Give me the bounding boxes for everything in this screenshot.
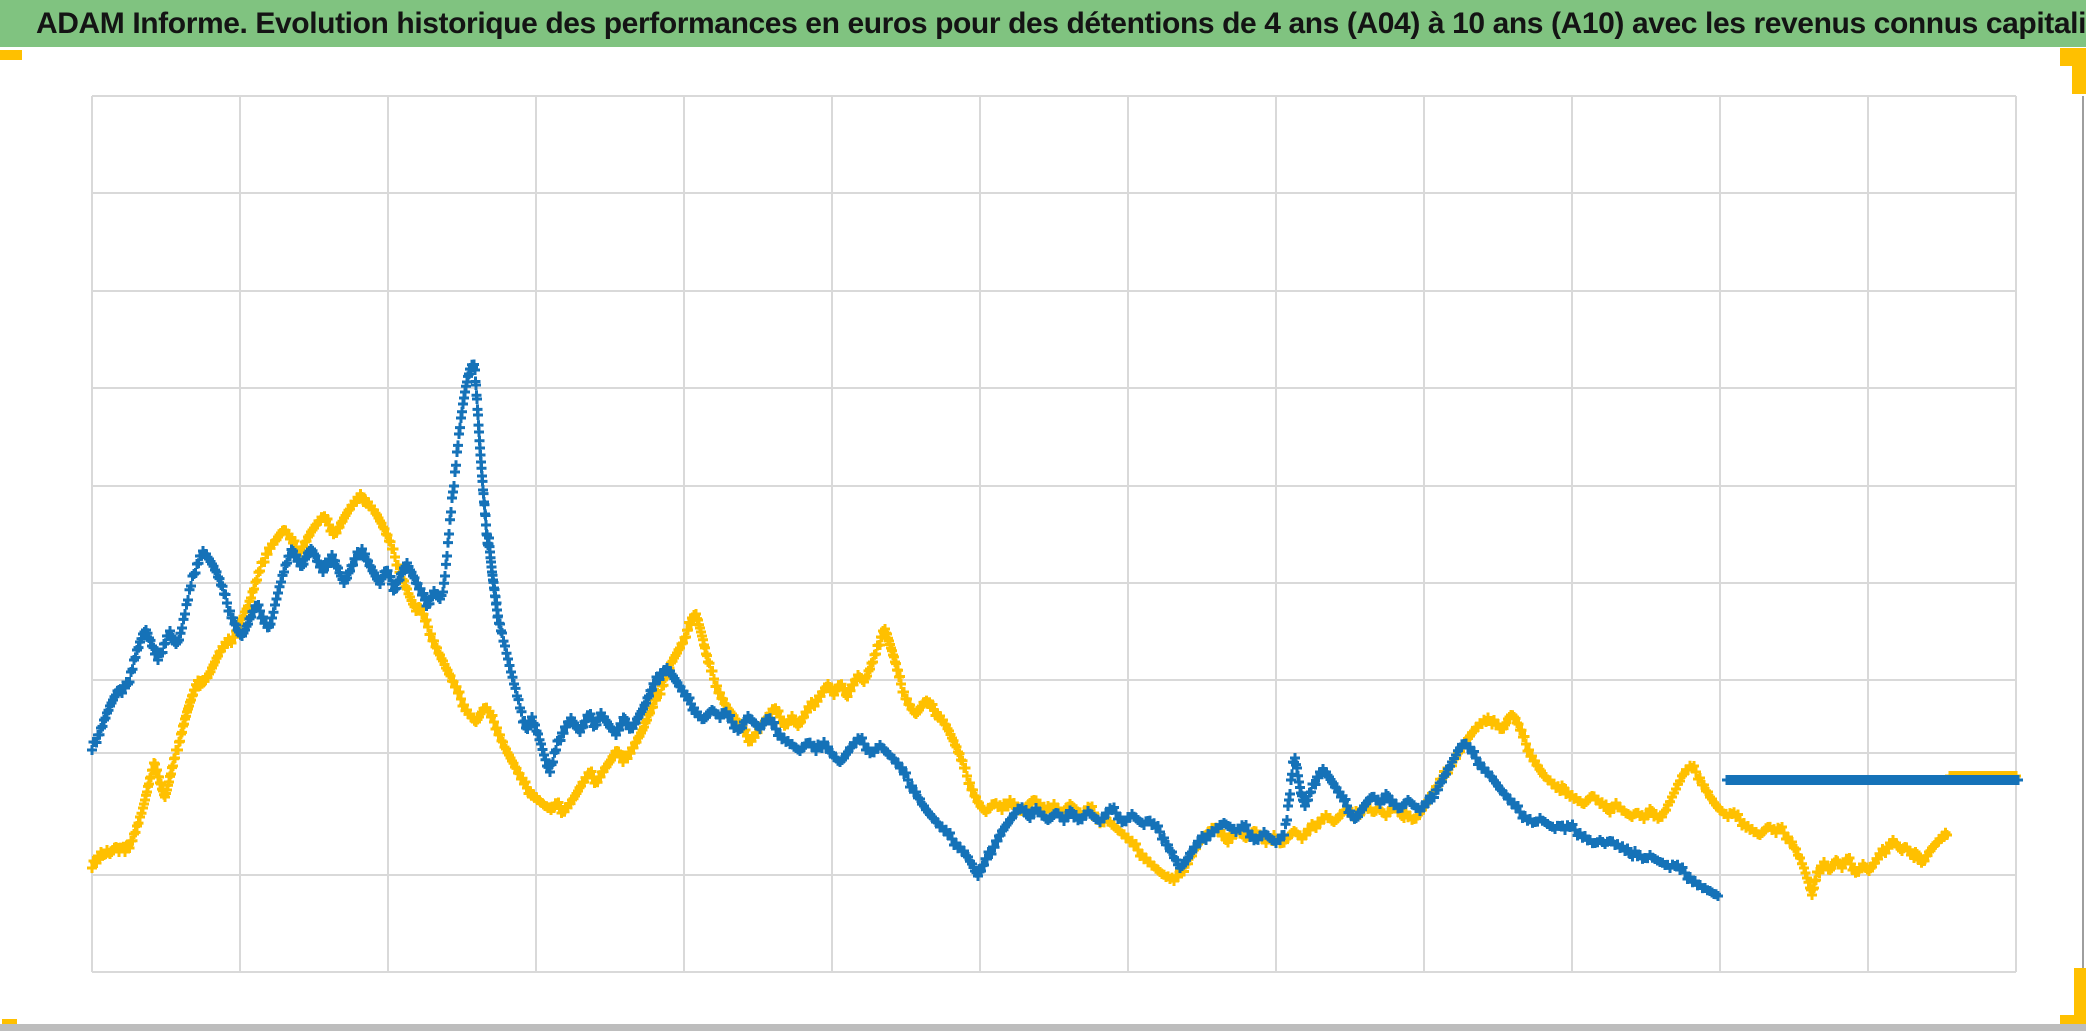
yellow-accent-bottom-right-vertical [2074, 968, 2086, 1025]
title-bar: ADAM Informe. Evolution historique des p… [0, 0, 2086, 47]
yellow-series-points [87, 489, 2021, 900]
blue-series-points [87, 359, 2023, 901]
yellow-accent-top-right-vertical [2072, 66, 2086, 94]
yellow-accent-top-right-horizontal [2060, 48, 2086, 66]
window-right-edge-line [2082, 96, 2084, 968]
yellow-accent-top-left [0, 50, 22, 60]
gridlines [91, 95, 2017, 973]
yellow-accent-bottom-left [2, 1019, 17, 1028]
window-bottom-strip [0, 1024, 2086, 1031]
page-title: ADAM Informe. Evolution historique des p… [36, 6, 2086, 40]
yellow-accent-bottom-right-horizontal [2060, 1015, 2086, 1025]
